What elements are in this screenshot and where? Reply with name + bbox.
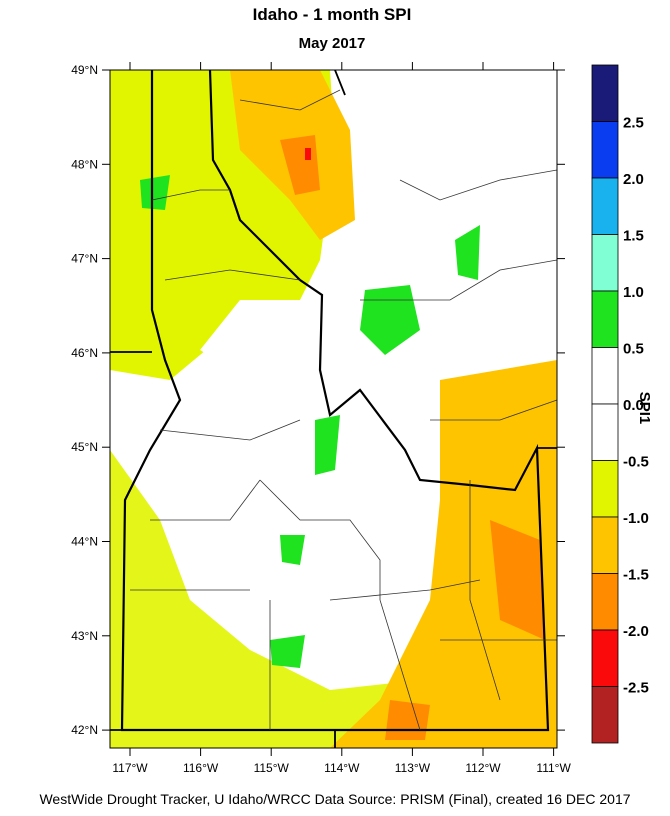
colorbar-label: -1.0 bbox=[623, 510, 649, 527]
colorbar-box bbox=[591, 573, 619, 631]
lat-label: 45°N bbox=[71, 440, 98, 454]
title: Idaho - 1 month SPI bbox=[253, 5, 412, 24]
colorbar-label: -1.5 bbox=[623, 567, 649, 584]
normal-area bbox=[170, 300, 330, 610]
lat-label: 43°N bbox=[71, 629, 98, 643]
lon-label: 116°W bbox=[183, 761, 219, 775]
lon-label: 113°W bbox=[395, 761, 431, 775]
lat-label: 49°N bbox=[71, 63, 98, 77]
map-area bbox=[109, 69, 558, 749]
colorbar-box bbox=[591, 290, 619, 348]
lat-label: 47°N bbox=[71, 252, 98, 266]
colorbar-label: 0.0 bbox=[623, 397, 644, 414]
colorbar-box bbox=[591, 64, 619, 122]
colorbar-box bbox=[591, 177, 619, 235]
colorbar-title: SPI1 bbox=[636, 392, 653, 425]
colorbar-box bbox=[591, 403, 619, 461]
state-border bbox=[120, 69, 550, 732]
colorbar-box bbox=[591, 629, 619, 687]
footer: WestWide Drought Tracker, U Idaho/WRCC D… bbox=[39, 791, 630, 807]
county-lines bbox=[130, 89, 558, 731]
colorbar-label: 0.5 bbox=[623, 341, 644, 358]
lat-label: 44°N bbox=[71, 535, 98, 549]
colorbar-box bbox=[591, 460, 619, 518]
colorbar-label: 2.5 bbox=[623, 115, 644, 132]
very-dry-area bbox=[385, 520, 545, 740]
colorbar-label: 1.5 bbox=[623, 228, 644, 245]
colorbar-box bbox=[591, 686, 619, 744]
colorbar-box bbox=[591, 234, 619, 292]
drier-area bbox=[330, 360, 557, 748]
state-border bbox=[110, 69, 557, 748]
lon-label: 117°W bbox=[112, 761, 148, 775]
subtitle: May 2017 bbox=[299, 35, 366, 52]
colorbar: 2.5 2.0 1.5 1.0 0.5 0.0 -0.5 -1.0 -1.5 -2.0 -2.5 bbox=[591, 64, 649, 744]
lat-label: 42°N bbox=[71, 723, 98, 737]
wet-area bbox=[140, 175, 480, 668]
lon-label: 114°W bbox=[324, 761, 360, 775]
colorbar-box bbox=[591, 516, 619, 574]
colorbar-label: -2.5 bbox=[623, 680, 649, 697]
lat-label: 48°N bbox=[71, 157, 98, 171]
lat-label: 46°N bbox=[71, 346, 98, 360]
lon-label: 112°W bbox=[465, 761, 501, 775]
extreme-dry bbox=[305, 148, 311, 160]
colorbar-label: 1.0 bbox=[623, 284, 644, 301]
colorbar-box bbox=[591, 121, 619, 179]
lon-label: 115°W bbox=[254, 761, 290, 775]
colorbar-label: -0.5 bbox=[623, 454, 649, 471]
graticule-ticks: 49°N 48°N 47°N 46°N 45°N 44°N 43°N 42°N 117°W 116… bbox=[71, 62, 571, 775]
colorbar-label: 2.0 bbox=[623, 171, 644, 188]
map-frame bbox=[109, 69, 558, 749]
colorbar-box bbox=[591, 347, 619, 405]
colorbar-label: -2.0 bbox=[623, 623, 649, 640]
lon-label: 111°W bbox=[536, 761, 571, 775]
